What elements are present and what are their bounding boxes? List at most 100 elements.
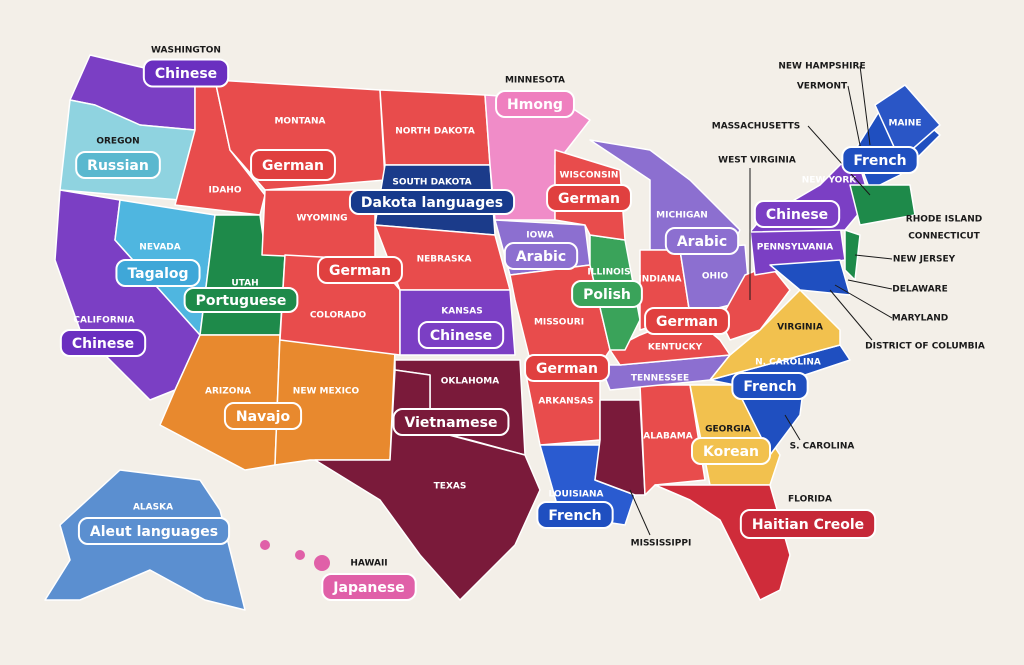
state-name: NEW JERSEY <box>893 255 956 265</box>
state-name: MARYLAND <box>892 314 949 324</box>
pill-bg <box>841 146 919 174</box>
state-name: MISSOURI <box>534 318 584 328</box>
state-name: OHIO <box>702 272 729 282</box>
state-name: S. CAROLINA <box>790 442 855 452</box>
state-name: COLORADO <box>310 311 367 321</box>
state-name: MISSISSIPPI <box>631 539 692 549</box>
pill-bg <box>115 259 201 287</box>
language-pill: Arabic <box>503 242 579 270</box>
pill-bg <box>348 189 516 215</box>
state-name: WISCONSIN <box>560 171 619 181</box>
pill-bg <box>644 307 730 335</box>
pill-bg <box>739 509 877 539</box>
language-pill: French <box>536 501 614 529</box>
state-name: KANSAS <box>441 307 482 317</box>
state-name: OKLAHOMA <box>441 377 499 387</box>
state-name: WYOMING <box>297 214 348 224</box>
language-pill: German <box>644 307 730 335</box>
state-name: LOUISIANA <box>548 490 603 500</box>
state-name: NEVADA <box>139 243 180 253</box>
language-pill: German <box>317 256 403 284</box>
language-pill: German <box>524 354 610 382</box>
language-label: Japanese <box>332 580 404 596</box>
state-name: NEW HAMPSHIRE <box>778 62 865 72</box>
pill-bg <box>142 58 230 88</box>
state-name: IDAHO <box>209 186 242 196</box>
state-name: NEW MEXICO <box>293 387 360 397</box>
language-label: Tagalog <box>127 266 188 282</box>
state-name: NEW YORK <box>802 176 858 186</box>
language-pill: Chinese <box>142 58 230 88</box>
language-label: Hmong <box>507 97 563 113</box>
state-name: UTAH <box>231 279 258 289</box>
state-name: ARIZONA <box>205 387 251 397</box>
leader-line <box>847 85 863 156</box>
leader-line <box>859 65 871 146</box>
state-name: NEBRASKA <box>417 255 472 265</box>
pill-bg <box>664 227 740 255</box>
state-name: TEXAS <box>434 482 467 492</box>
language-pill: Chinese <box>753 200 841 228</box>
language-label: Chinese <box>766 207 828 223</box>
state-name: RHODE ISLAND <box>906 215 982 225</box>
language-pill: German <box>250 149 336 181</box>
language-label: Polish <box>583 287 631 303</box>
labels: WASHINGTON Chinese OREGON Russian MONTANA Ger… <box>59 46 985 601</box>
pill-bg <box>317 256 403 284</box>
language-pill: Chinese <box>417 321 505 349</box>
pill-bg <box>536 501 614 529</box>
language-label: French <box>853 153 906 169</box>
state-name: MASSACHUSETTS <box>712 122 801 132</box>
pill-bg <box>223 402 303 430</box>
language-pill: Hmong <box>495 90 575 118</box>
pill-bg <box>753 200 841 228</box>
state-name: KENTUCKY <box>648 343 703 353</box>
state-name: VERMONT <box>797 82 848 92</box>
pill-bg <box>503 242 579 270</box>
language-label: Chinese <box>155 66 217 82</box>
state-name: ILLINOIS <box>587 268 630 278</box>
language-label: Haitian Creole <box>752 517 864 533</box>
state-name: WASHINGTON <box>151 46 221 56</box>
language-label: German <box>262 158 324 174</box>
state-name: TENNESSEE <box>631 374 689 384</box>
state-name: DELAWARE <box>892 285 947 295</box>
pill-bg <box>731 372 809 400</box>
language-label: Korean <box>703 444 759 460</box>
leader-line <box>784 414 801 441</box>
language-pill: Vietnamese <box>392 408 510 436</box>
language-pill: Arabic <box>664 227 740 255</box>
pill-bg <box>77 517 231 545</box>
state-name: MONTANA <box>274 117 325 127</box>
state-name: ARKANSAS <box>538 397 593 407</box>
state-name: DISTRICT OF COLUMBIA <box>865 342 985 352</box>
state-name: FLORIDA <box>788 495 832 505</box>
leader-line <box>829 289 873 341</box>
language-label: German <box>329 263 391 279</box>
state-name: MICHIGAN <box>656 211 708 221</box>
state-name: GEORGIA <box>705 425 751 435</box>
leader-line <box>807 125 871 196</box>
language-label: German <box>558 191 620 207</box>
language-pill: Polish <box>571 280 643 308</box>
language-label: Dakota languages <box>361 195 503 211</box>
language-pill: Navajo <box>223 402 303 430</box>
leader-line <box>629 489 651 536</box>
language-pill: French <box>731 372 809 400</box>
language-pill: Korean <box>690 437 772 465</box>
pill-bg <box>321 573 417 601</box>
pill-bg <box>546 184 632 212</box>
pill-bg <box>524 354 610 382</box>
language-label: French <box>548 508 601 524</box>
language-pill: Chinese <box>59 329 147 357</box>
state-name: HAWAII <box>350 559 387 569</box>
language-label: German <box>536 361 598 377</box>
state-name: VIRGINIA <box>777 323 823 333</box>
leader-line <box>834 284 893 319</box>
state-name: OREGON <box>96 137 139 147</box>
pill-bg <box>183 287 299 313</box>
language-label: German <box>656 314 718 330</box>
state-name: MINNESOTA <box>505 76 565 86</box>
